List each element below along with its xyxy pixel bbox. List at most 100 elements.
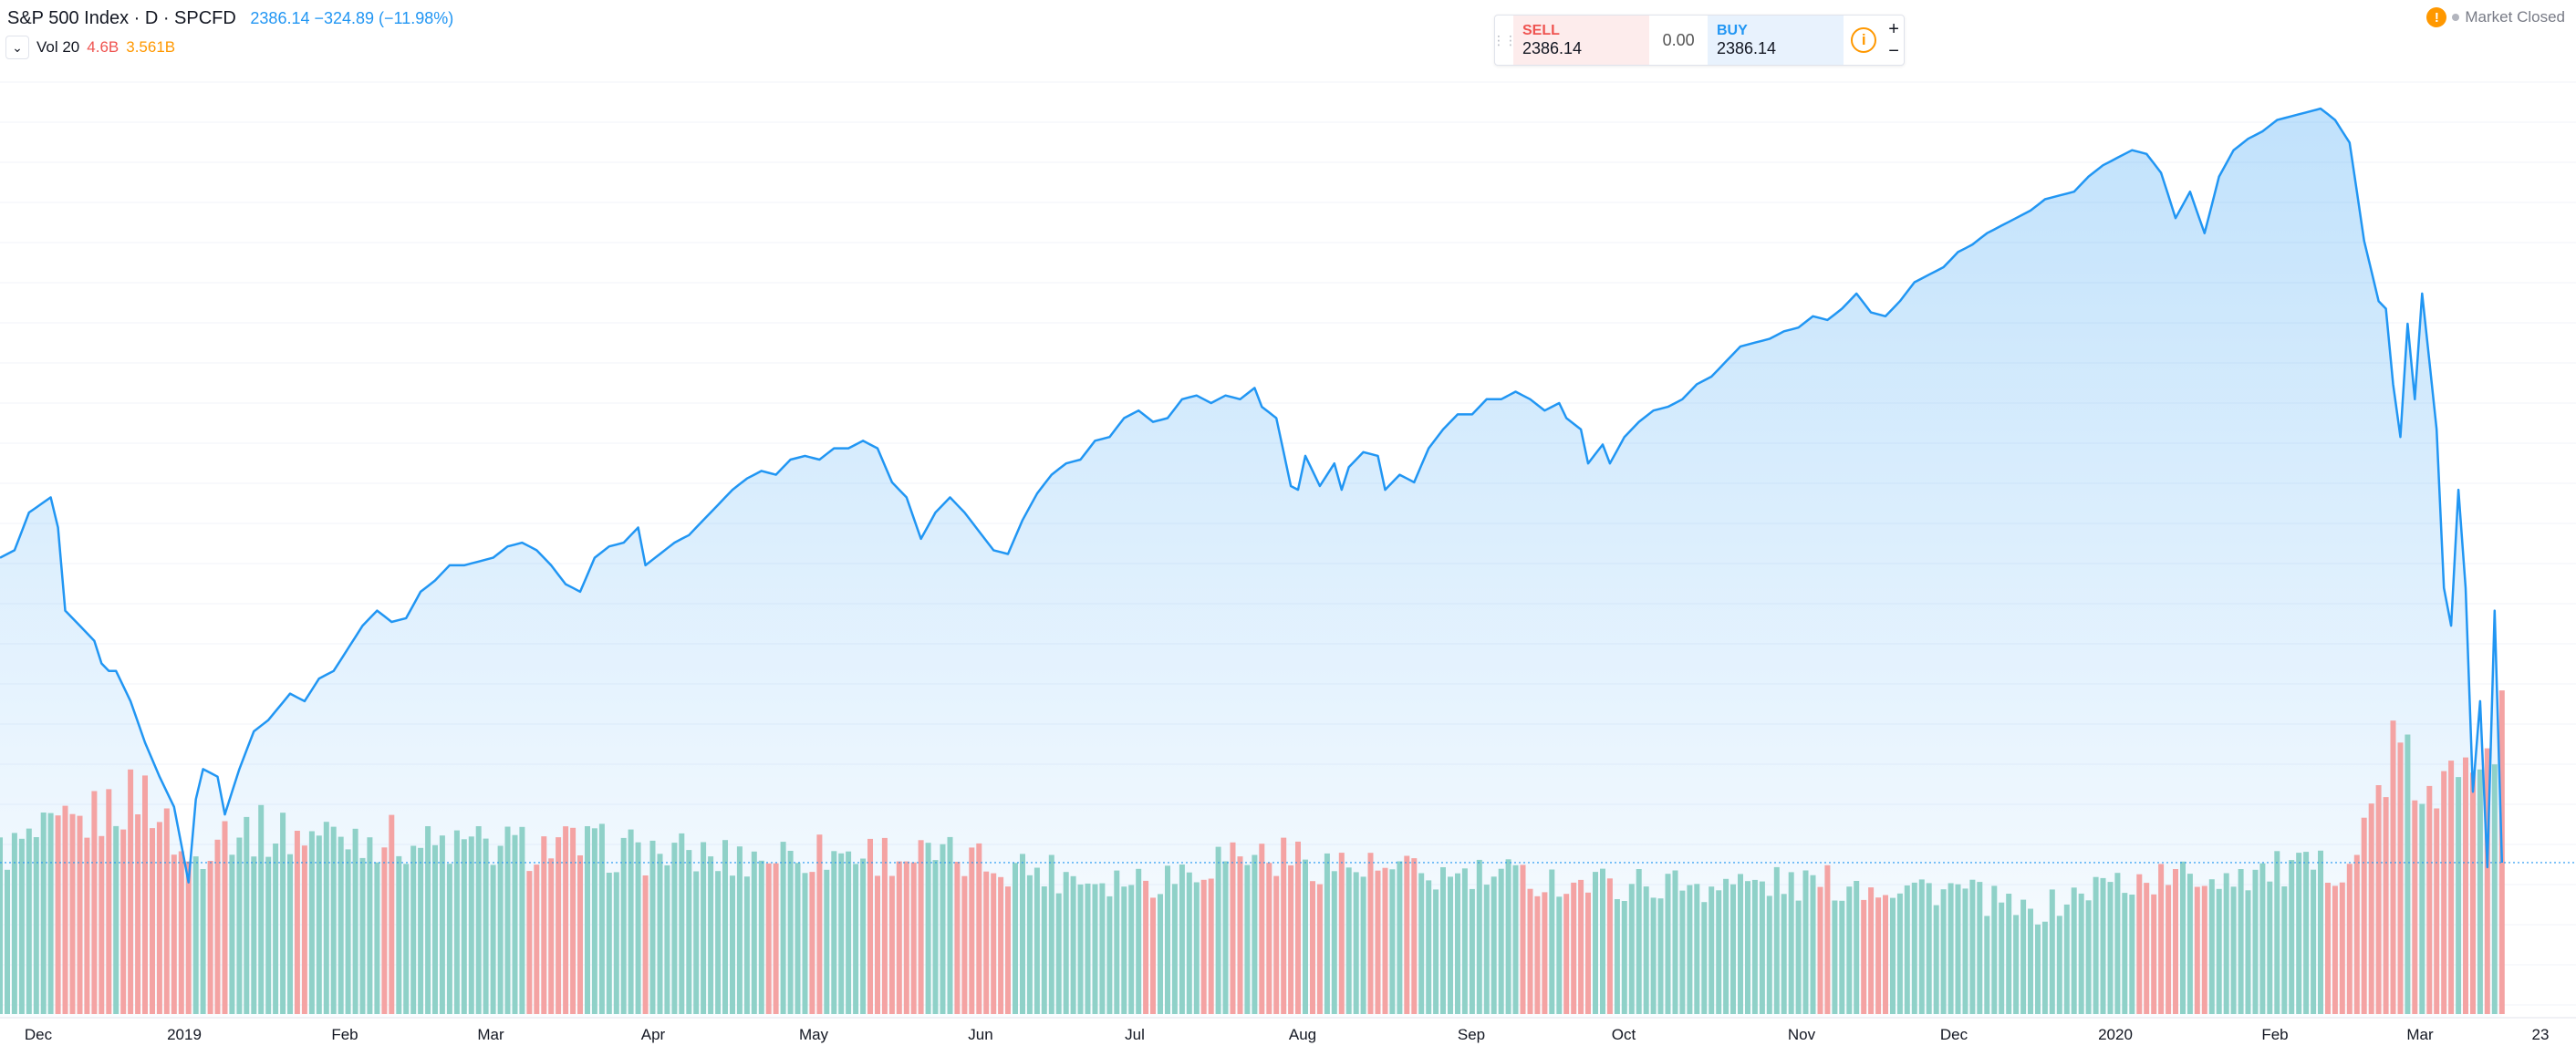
volume-bar [244, 816, 250, 1014]
volume-bar [903, 861, 909, 1014]
chevron-down-icon[interactable]: ⌄ [5, 36, 29, 59]
x-tick-label: Feb [2261, 1026, 2288, 1043]
volume-bar [69, 813, 76, 1014]
volume-bar [2071, 887, 2077, 1014]
volume-bar [1687, 885, 1693, 1014]
volume-bar [77, 815, 83, 1014]
volume-bar [47, 813, 54, 1014]
volume-bar [1984, 916, 1990, 1014]
volume-bar [280, 813, 286, 1014]
volume-bar [577, 855, 583, 1014]
x-tick-label: Sep [1458, 1026, 1485, 1043]
volume-bar [1773, 866, 1780, 1014]
volume-bar [1585, 892, 1591, 1014]
volume-bar [142, 775, 148, 1014]
volume-bar [2397, 742, 2404, 1014]
volume-bar [128, 769, 134, 1014]
volume-bar [2056, 916, 2062, 1014]
volume-bar [2201, 885, 2207, 1014]
plus-icon[interactable]: + [1888, 19, 1899, 39]
volume-bar [802, 873, 808, 1014]
volume-bar [1781, 894, 1787, 1014]
volume-bar [1738, 874, 1743, 1014]
volume-bar [1461, 868, 1468, 1014]
info-button[interactable]: i [1844, 16, 1884, 65]
volume-bar [26, 828, 32, 1014]
volume-bar [1846, 886, 1853, 1014]
volume-bar [2361, 817, 2367, 1014]
volume-bar [954, 862, 961, 1014]
volume-bar [1244, 864, 1251, 1014]
volume-bar [2114, 873, 2121, 1014]
volume-bar [410, 845, 417, 1014]
volume-bar [1041, 886, 1047, 1014]
volume-bar [330, 826, 337, 1014]
volume-bar [0, 837, 3, 1014]
volume-bar [1614, 899, 1620, 1014]
x-tick-label: Mar [477, 1026, 504, 1043]
volume-bar [686, 850, 692, 1014]
volume-bar [1193, 882, 1200, 1014]
volume-bar [1433, 889, 1439, 1014]
volume-bar [642, 875, 649, 1014]
volume-bar [1890, 897, 1896, 1014]
volume-bar [838, 853, 845, 1014]
volume-bar [396, 855, 402, 1014]
volume-bar [1505, 859, 1511, 1014]
volume-bar [1288, 864, 1294, 1014]
volume-bar [2332, 885, 2338, 1014]
volume-bar [1628, 884, 1635, 1014]
x-tick-label: Dec [1940, 1026, 1968, 1043]
x-tick-label: May [799, 1026, 829, 1043]
volume-label: Vol 20 [36, 38, 80, 56]
volume-bar [374, 862, 380, 1014]
sell-button[interactable]: SELL 2386.14 [1513, 16, 1650, 65]
volume-bar [1563, 894, 1570, 1014]
market-status[interactable]: ! Market Closed [2426, 7, 2565, 27]
volume-bar [1273, 875, 1280, 1014]
volume-bar [693, 871, 700, 1014]
volume-bar [1266, 863, 1272, 1014]
volume-bar [1389, 869, 1396, 1014]
volume-bar [708, 856, 714, 1014]
volume-bar [475, 826, 482, 1014]
minus-icon[interactable]: − [1888, 41, 1899, 61]
buy-button[interactable]: BUY 2386.14 [1708, 16, 1844, 65]
symbol-legend[interactable]: S&P 500 Index · D · SPCFD 2386.14 −324.8… [7, 5, 453, 31]
volume-bar [1955, 884, 1961, 1014]
volume-bar [2144, 883, 2150, 1014]
volume-bar [860, 858, 867, 1014]
volume-bar [1875, 897, 1882, 1014]
volume-bar [2267, 881, 2273, 1014]
volume-bar [1077, 884, 1084, 1014]
volume-bar [287, 854, 293, 1014]
x-tick-label: Apr [641, 1026, 666, 1043]
volume-bar [461, 839, 467, 1014]
volume-bar [969, 847, 975, 1014]
drag-handle-icon[interactable]: ⋮⋮ [1492, 32, 1517, 47]
volume-bar [11, 833, 17, 1014]
volume-bar [1186, 872, 1192, 1014]
volume-bar [2318, 850, 2323, 1014]
volume-bar [1150, 897, 1156, 1014]
volume-bar [1657, 898, 1664, 1014]
volume-bar [2419, 803, 2425, 1014]
volume-bar [178, 851, 184, 1014]
volume-bar [2129, 895, 2135, 1014]
volume-bar [2405, 734, 2411, 1014]
symbol-title[interactable]: S&P 500 Index · D · SPCFD [7, 8, 236, 28]
volume-bar [1455, 873, 1460, 1014]
volume-bar [1310, 881, 1315, 1014]
volume-bar [2456, 777, 2462, 1014]
volume-bar [649, 840, 656, 1014]
volume-bar [1106, 896, 1113, 1014]
volume-bar [1795, 900, 1802, 1014]
volume-bar [730, 875, 735, 1014]
volume-bar [512, 834, 518, 1014]
volume-bar [91, 791, 98, 1014]
volume-bar [961, 875, 968, 1014]
x-tick-label: Nov [1788, 1026, 1816, 1043]
volume-bar [751, 851, 757, 1014]
volume-bar [1426, 880, 1432, 1014]
